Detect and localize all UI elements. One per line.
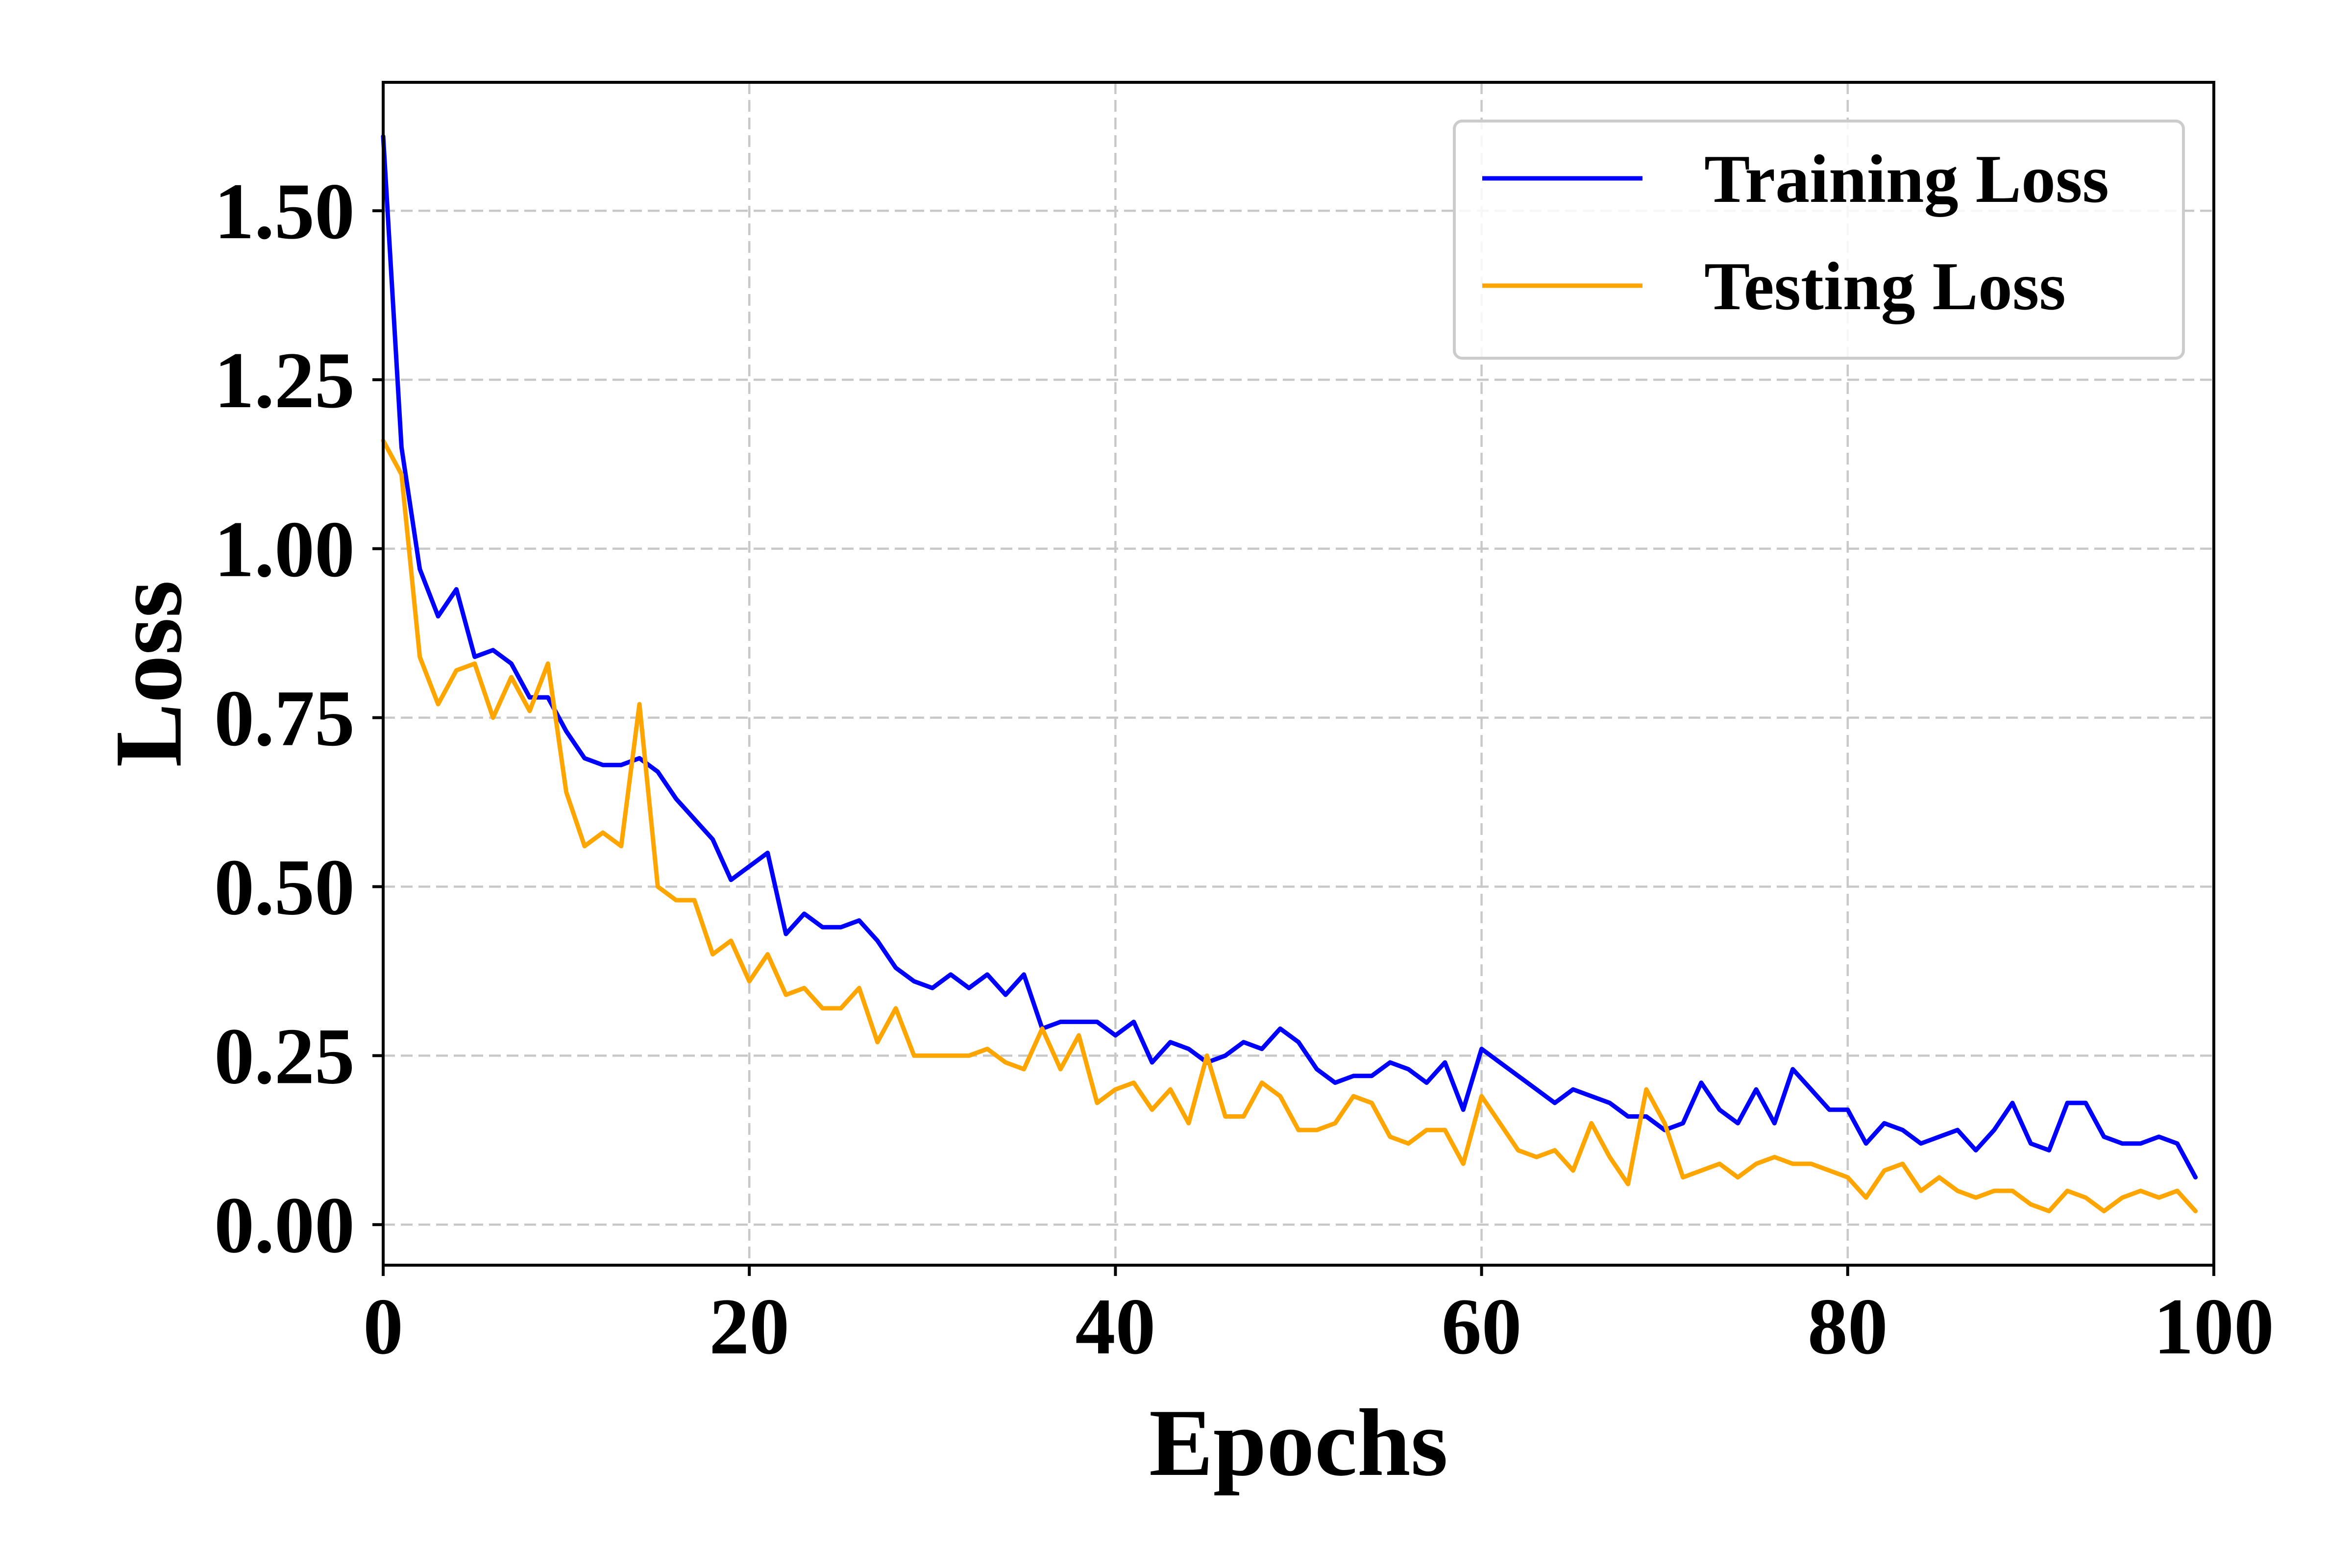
series-layer bbox=[381, 134, 2198, 1214]
x-tick-label: 20 bbox=[709, 1282, 789, 1371]
x-axis-title: Epochs bbox=[1149, 1390, 1448, 1496]
y-tick-label: 0.25 bbox=[214, 1012, 355, 1101]
plot-frame bbox=[382, 81, 2215, 1267]
x-tick-label: 60 bbox=[1442, 1282, 1522, 1371]
y-tick-label: 0.00 bbox=[214, 1181, 355, 1270]
ticks: 0 20 40 60 80 100 0.00 0.25 0.50 0.75 1.00 1.25 1.50 bbox=[214, 167, 2274, 1371]
legend-label-testing: Testing Loss bbox=[1704, 248, 2066, 324]
x-tick-label: 0 bbox=[363, 1282, 403, 1371]
y-tick-label: 0.50 bbox=[214, 843, 355, 932]
y-tick-label: 0.75 bbox=[214, 674, 355, 763]
y-tick-label: 1.00 bbox=[214, 505, 355, 594]
legend: Training Loss Testing Loss bbox=[1453, 120, 2185, 360]
legend-label-training: Training Loss bbox=[1704, 141, 2109, 217]
x-tick-label: 100 bbox=[2154, 1282, 2274, 1371]
x-tick-label: 80 bbox=[1808, 1282, 1888, 1371]
x-tick-label: 40 bbox=[1075, 1282, 1155, 1371]
y-tick-label: 1.25 bbox=[214, 336, 355, 425]
series-line-testing bbox=[381, 438, 2198, 1214]
series-line-training bbox=[381, 134, 2198, 1180]
y-axis-title: Loss bbox=[96, 580, 202, 767]
y-tick-label: 1.50 bbox=[214, 167, 355, 256]
